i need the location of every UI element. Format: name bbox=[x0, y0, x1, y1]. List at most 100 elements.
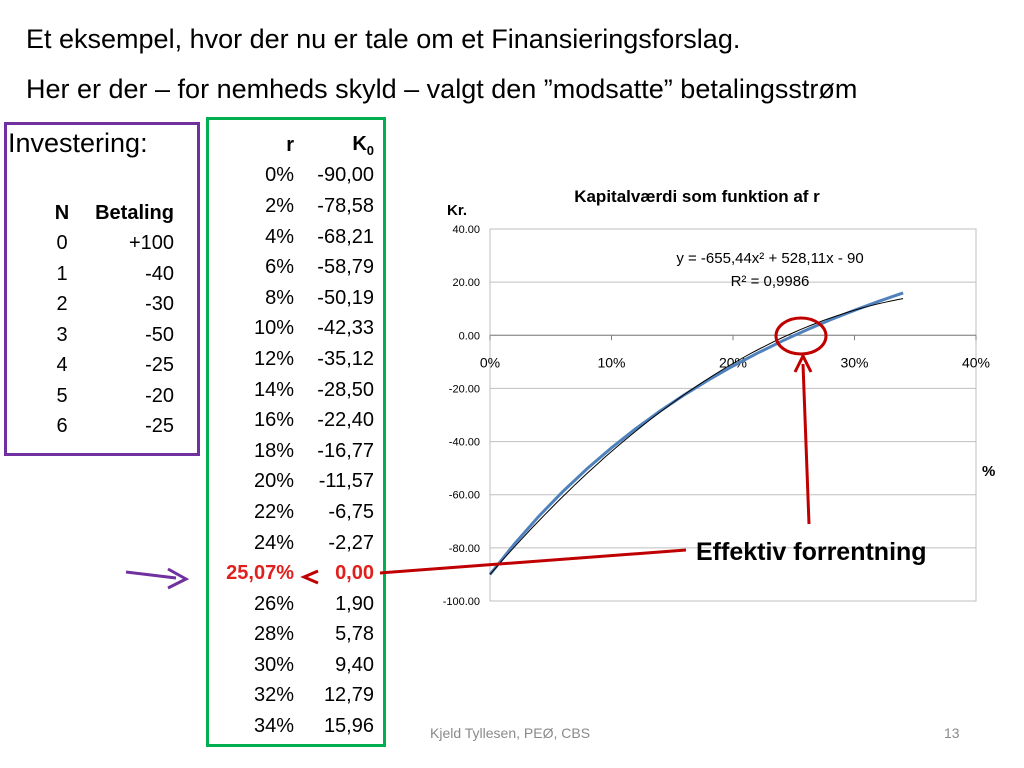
chart-y-tick-label: -100.00 bbox=[443, 596, 480, 608]
investment-n-cell: 3 bbox=[56, 323, 68, 346]
investment-n-cell: 6 bbox=[56, 415, 68, 438]
rate-row: 0% -90,00 bbox=[214, 161, 374, 192]
rate-r-cell: 2% bbox=[265, 194, 294, 217]
investment-row: 2 -30 bbox=[40, 290, 174, 321]
rate-k-cell: -22,40 bbox=[317, 409, 374, 432]
chart-y-tick-label: -40.00 bbox=[449, 437, 480, 449]
rate-k-cell: -28,50 bbox=[317, 378, 374, 401]
rate-k-cell: -2,27 bbox=[328, 531, 374, 554]
chart-y-tick-label: -60.00 bbox=[449, 490, 480, 502]
rate-row: 10% -42,33 bbox=[214, 314, 374, 345]
chart-x-axis-label: % bbox=[982, 463, 995, 480]
slide-text-line-2: Her er der – for nemheds skyld – valgt d… bbox=[26, 74, 858, 104]
chart-y-tick-label: 20.00 bbox=[452, 277, 480, 289]
rate-row: 32% 12,79 bbox=[214, 681, 374, 712]
investment-row: 0 +100 bbox=[40, 229, 174, 260]
rate-k-cell: -58,79 bbox=[317, 256, 374, 279]
rate-r-cell: 26% bbox=[253, 592, 294, 615]
rate-row: 2% -78,58 bbox=[214, 191, 374, 222]
rate-r-cell: 34% bbox=[253, 715, 294, 738]
investment-row: 1 -40 bbox=[40, 259, 174, 290]
footer: Kjeld Tyllesen, PEØ, CBS bbox=[430, 725, 591, 741]
investment-n-cell: 5 bbox=[56, 384, 68, 407]
rate-k-cell: -6,75 bbox=[328, 500, 374, 523]
rate-row: 14% -28,50 bbox=[214, 375, 374, 406]
chart: 40.00 20.00 0.00 -20.00 -40.00 -60.00 -80.00 -1… bbox=[443, 187, 996, 608]
trendline-r2: R² = 0,9986 bbox=[731, 273, 810, 290]
trendline-equation: y = -655,44x² + 528,11x - 90 bbox=[676, 250, 863, 267]
purple-arrow-head bbox=[167, 567, 190, 590]
investment-betaling-cell: -40 bbox=[145, 262, 174, 285]
rate-row: 22% -6,75 bbox=[214, 497, 374, 528]
chart-x-tick-label: 30% bbox=[840, 354, 868, 370]
rate-r-cell: 28% bbox=[253, 623, 294, 646]
rate-k-cell: -50,19 bbox=[317, 286, 374, 309]
investment-table: N Betaling 0 +100 1 -40 2 -30 3 -50 4 -25 5 -20 6 -25 bbox=[40, 198, 174, 442]
red-arrow-head-circle bbox=[793, 352, 813, 373]
investment-betaling-cell: +100 bbox=[128, 232, 174, 255]
rate-r-cell: 16% bbox=[253, 409, 294, 432]
rate-k-cell: 1,90 bbox=[335, 592, 374, 615]
page-number: 13 bbox=[944, 725, 960, 741]
rate-k-cell: 5,78 bbox=[335, 623, 374, 646]
rate-table-box bbox=[206, 117, 386, 747]
chart-y-tick-label: -20.00 bbox=[449, 383, 480, 395]
rate-k-cell: -78,58 bbox=[317, 194, 374, 217]
chart-x-tick-label: 40% bbox=[962, 354, 990, 370]
investment-n-cell: 0 bbox=[56, 232, 68, 255]
investment-betaling-cell: -50 bbox=[145, 323, 174, 346]
rate-row: 26% 1,90 bbox=[214, 589, 374, 620]
investment-betaling-cell: -25 bbox=[145, 415, 174, 438]
rate-r-cell: 8% bbox=[265, 286, 294, 309]
rate-col-r: r bbox=[286, 133, 294, 156]
investment-row: 5 -20 bbox=[40, 381, 174, 412]
effective-rate-callout: Effektiv forrentning bbox=[696, 538, 927, 566]
chart-title: Kapitalværdi som funktion af r bbox=[574, 187, 820, 206]
rate-row: 34% 15,96 bbox=[214, 711, 374, 742]
rate-row-highlight: 25,07% 0,00 bbox=[214, 558, 374, 589]
investment-row: 3 -50 bbox=[40, 320, 174, 351]
rate-r-cell: 25,07% bbox=[226, 562, 294, 585]
chart-x-tick-label: 10% bbox=[597, 354, 625, 370]
investment-n-cell: 4 bbox=[56, 354, 68, 377]
chart-y-tick-label: 40.00 bbox=[452, 224, 480, 236]
purple-arrow-shaft bbox=[125, 570, 177, 580]
investment-n-cell: 2 bbox=[56, 293, 68, 316]
investment-header-row: N Betaling bbox=[40, 198, 174, 229]
rate-r-cell: 24% bbox=[253, 531, 294, 554]
rate-col-k-subscript: 0 bbox=[366, 142, 374, 158]
rate-r-cell: 0% bbox=[265, 164, 294, 187]
chart-series-line bbox=[488, 291, 904, 576]
rate-row: 4% -68,21 bbox=[214, 222, 374, 253]
red-arrow-to-circle-shaft bbox=[801, 363, 811, 525]
rate-r-cell: 10% bbox=[253, 317, 294, 340]
rate-k-cell: -90,00 bbox=[317, 164, 374, 187]
rate-r-cell: 30% bbox=[253, 653, 294, 676]
rate-row: 28% 5,78 bbox=[214, 620, 374, 651]
chart-y-tick-label: 0.00 bbox=[459, 330, 480, 342]
chart-x-tick-label: 0% bbox=[480, 354, 500, 370]
rate-r-cell: 22% bbox=[253, 500, 294, 523]
rate-row: 18% -16,77 bbox=[214, 436, 374, 467]
rate-k-cell: -68,21 bbox=[317, 225, 374, 248]
investment-box bbox=[4, 122, 200, 456]
rate-col-k-label: K bbox=[352, 132, 367, 155]
rate-k-cell: -11,57 bbox=[318, 470, 374, 493]
rate-col-k: K0 bbox=[294, 133, 374, 158]
chart-y-axis-label: Kr. bbox=[447, 202, 467, 219]
slide-text-line-1: Et eksempel, hvor der nu er tale om et F… bbox=[26, 24, 741, 54]
investment-row: 6 -25 bbox=[40, 412, 174, 443]
investment-betaling-cell: -30 bbox=[145, 293, 174, 316]
rate-row: 6% -58,79 bbox=[214, 252, 374, 283]
rate-r-cell: 12% bbox=[253, 347, 294, 370]
rate-k-cell: -35,12 bbox=[317, 347, 374, 370]
investment-betaling-cell: -25 bbox=[145, 354, 174, 377]
chart-trendline bbox=[489, 298, 904, 575]
rate-k-cell: 0,00 bbox=[335, 562, 374, 585]
investment-col-n: N bbox=[54, 201, 70, 224]
rate-table-header-row: r K0 bbox=[214, 130, 374, 161]
rate-row: 12% -35,12 bbox=[214, 344, 374, 375]
red-arrow-to-table bbox=[379, 548, 687, 575]
rate-k-cell: 9,40 bbox=[335, 653, 374, 676]
rate-r-cell: 18% bbox=[253, 439, 294, 462]
